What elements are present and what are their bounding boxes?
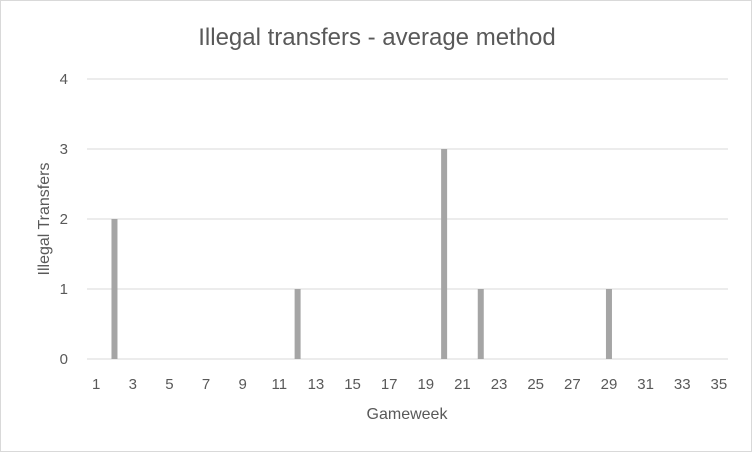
bars bbox=[111, 149, 612, 359]
y-tick-label: 4 bbox=[60, 71, 68, 88]
x-tick-label: 29 bbox=[601, 376, 618, 393]
x-tick-label: 33 bbox=[674, 376, 691, 393]
x-tick-label: 13 bbox=[308, 376, 325, 393]
gridlines bbox=[87, 78, 728, 360]
x-tick-label: 11 bbox=[272, 376, 288, 393]
x-tick-label: 25 bbox=[527, 376, 544, 393]
y-tick-label: 3 bbox=[60, 141, 68, 158]
x-tick-label: 19 bbox=[417, 376, 434, 393]
x-axis-ticks: 1 3 5 7 9 11 13 15 17 19 21 23 25 27 29 31 33 35 bbox=[92, 376, 727, 393]
x-tick-label: 7 bbox=[202, 376, 210, 393]
x-tick-label: 35 bbox=[710, 376, 727, 393]
x-tick-label: 27 bbox=[564, 376, 581, 393]
x-tick-label: 9 bbox=[238, 376, 246, 393]
x-axis-title: Gameweek bbox=[367, 406, 449, 423]
y-tick-label: 1 bbox=[60, 281, 68, 298]
x-tick-label: 5 bbox=[165, 376, 173, 393]
bar bbox=[441, 149, 448, 359]
bar bbox=[111, 219, 118, 359]
y-axis-title: Illegal Transfers bbox=[36, 163, 53, 276]
x-tick-label: 21 bbox=[454, 376, 471, 393]
x-tick-label: 3 bbox=[129, 376, 137, 393]
y-tick-label: 2 bbox=[60, 211, 68, 228]
x-tick-label: 15 bbox=[344, 376, 361, 393]
x-tick-label: 17 bbox=[381, 376, 398, 393]
chart-title: Illegal transfers - average method bbox=[198, 24, 556, 51]
y-tick-label: 0 bbox=[60, 351, 68, 368]
x-tick-label: 23 bbox=[491, 376, 508, 393]
bar bbox=[605, 289, 612, 359]
x-tick-label: 1 bbox=[92, 376, 100, 393]
x-tick-label: 31 bbox=[637, 376, 654, 393]
y-axis-ticks: 0 1 2 3 4 bbox=[60, 71, 68, 368]
bar bbox=[294, 289, 301, 359]
bar bbox=[477, 289, 484, 359]
